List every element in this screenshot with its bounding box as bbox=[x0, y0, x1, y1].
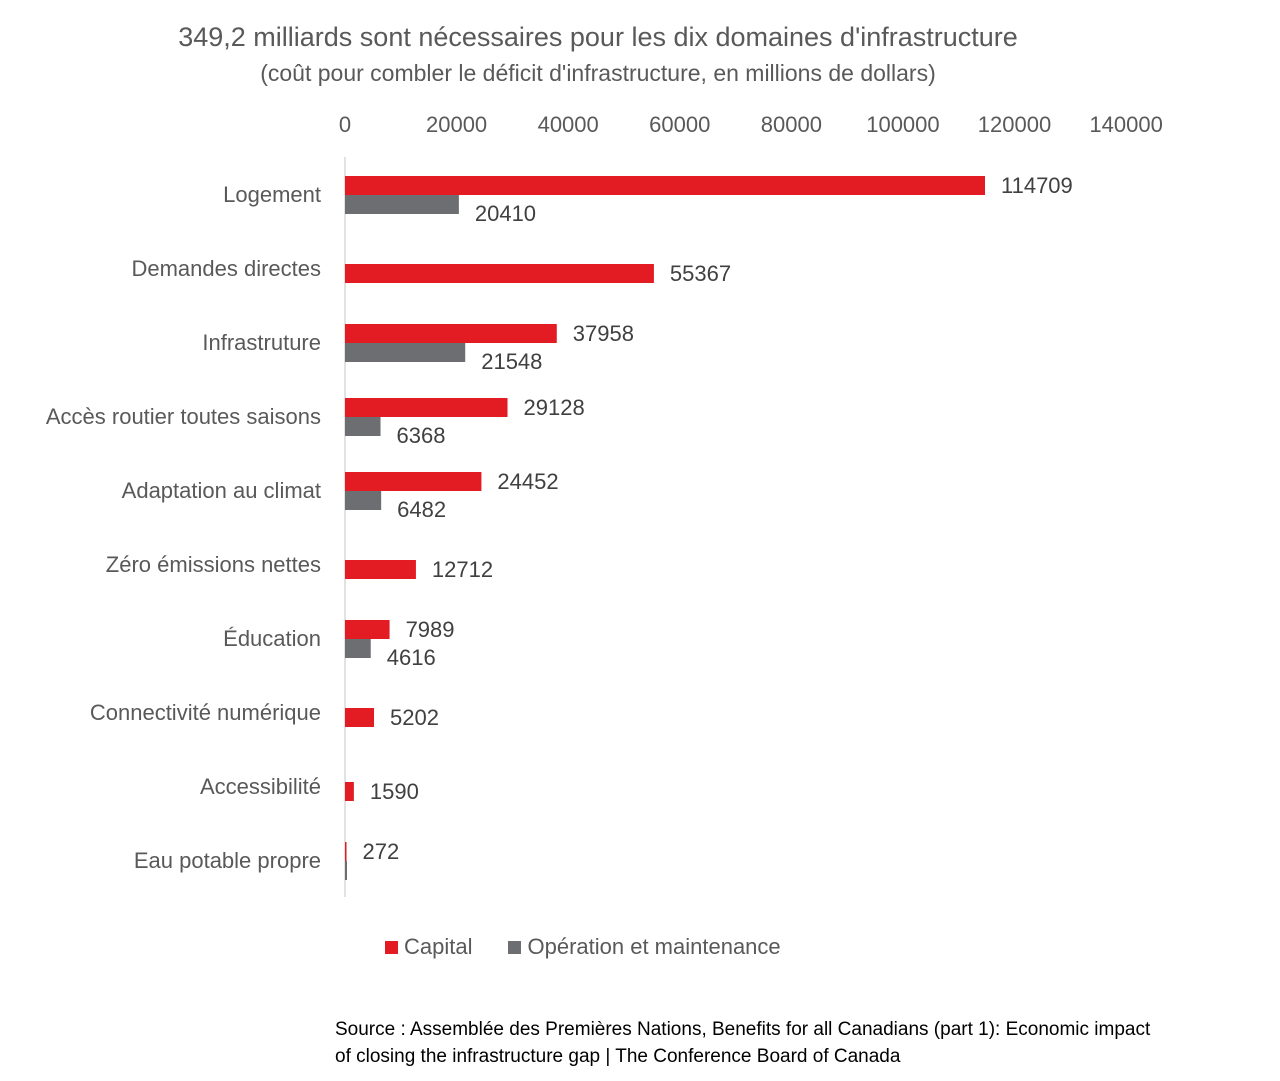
x-tick-label: 60000 bbox=[649, 112, 710, 137]
data-label-capital: 1590 bbox=[370, 779, 419, 804]
bar-operation bbox=[345, 417, 381, 436]
bar-capital bbox=[345, 708, 375, 727]
x-tick-label: 20000 bbox=[426, 112, 487, 137]
data-label-operation: 20410 bbox=[475, 201, 536, 226]
data-label-capital: 37958 bbox=[573, 321, 634, 346]
data-label-capital: 272 bbox=[363, 839, 400, 864]
category-label: Connectivité numérique bbox=[90, 700, 321, 725]
legend-swatch-operation bbox=[508, 940, 522, 954]
category-label: Eau potable propre bbox=[134, 848, 321, 873]
bar-capital bbox=[345, 620, 390, 639]
bar-capital bbox=[345, 472, 482, 491]
data-label-operation: 6368 bbox=[397, 423, 446, 448]
bar-operation bbox=[345, 195, 459, 214]
x-tick-label: 80000 bbox=[761, 112, 822, 137]
bar-operation bbox=[345, 343, 466, 362]
x-tick-label: 0 bbox=[339, 112, 351, 137]
source-note: Source : Assemblée des Premières Nations… bbox=[335, 1016, 1265, 1070]
bar-operation bbox=[345, 639, 371, 658]
bar-operation bbox=[345, 861, 347, 880]
category-label: Adaptation au climat bbox=[122, 478, 321, 503]
bar-capital bbox=[345, 842, 347, 861]
category-label: Zéro émissions nettes bbox=[106, 552, 321, 577]
data-label-operation: 4616 bbox=[387, 645, 436, 670]
legend-swatch-capital bbox=[385, 940, 398, 954]
bar-capital bbox=[345, 264, 654, 283]
data-label-operation: 6482 bbox=[397, 497, 446, 522]
bar-capital bbox=[345, 324, 557, 343]
data-label-operation: 21548 bbox=[481, 349, 542, 374]
data-label-capital: 5202 bbox=[390, 705, 439, 730]
x-tick-label: 40000 bbox=[538, 112, 599, 137]
legend-item-capital: Capital bbox=[385, 934, 472, 960]
category-label: Accessibilité bbox=[200, 774, 321, 799]
data-label-capital: 114709 bbox=[1001, 173, 1073, 198]
source-line-2: of closing the infrastructure gap | The … bbox=[335, 1046, 901, 1067]
data-label-capital: 29128 bbox=[524, 395, 585, 420]
source-line-1: Source : Assemblée des Premières Nations… bbox=[335, 1019, 1151, 1040]
data-label-capital: 24452 bbox=[497, 469, 558, 494]
x-tick-label: 140000 bbox=[1089, 112, 1162, 137]
bar-capital bbox=[345, 782, 354, 801]
x-tick-label: 120000 bbox=[978, 112, 1051, 137]
legend-item-operation: Opération et maintenance bbox=[508, 934, 781, 960]
chart-title: 349,2 milliards sont nécessaires pour le… bbox=[178, 22, 1018, 52]
category-label: Infrastruture bbox=[202, 330, 321, 355]
bar-capital bbox=[345, 176, 985, 195]
legend-label-capital: Capital bbox=[404, 934, 473, 959]
legend-label-operation: Opération et maintenance bbox=[527, 934, 781, 959]
category-label: Demandes directes bbox=[131, 256, 321, 281]
category-label: Accès routier toutes saisons bbox=[46, 404, 321, 429]
bar-capital bbox=[345, 560, 416, 579]
chart-subtitle: (coût pour combler le déficit d'infrastr… bbox=[260, 60, 936, 86]
category-label: Logement bbox=[223, 182, 321, 207]
category-label: Éducation bbox=[223, 626, 321, 651]
data-label-capital: 55367 bbox=[670, 261, 731, 286]
bar-capital bbox=[345, 398, 508, 417]
bar-operation bbox=[345, 491, 382, 510]
x-tick-label: 100000 bbox=[866, 112, 939, 137]
data-label-capital: 7989 bbox=[406, 617, 455, 642]
bar-chart: 0 20000 40000 60000 80000 100000 120000 140000 L… bbox=[46, 112, 1163, 897]
data-label-capital: 12712 bbox=[432, 557, 493, 582]
legend: Capital Opération et maintenance bbox=[385, 934, 817, 960]
